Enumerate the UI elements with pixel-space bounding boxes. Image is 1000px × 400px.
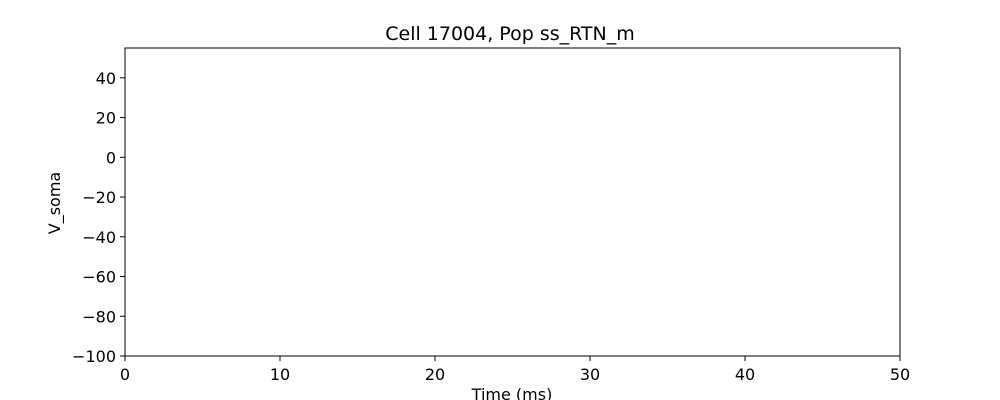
plot-area xyxy=(124,47,901,357)
chart-title: Cell 17004, Pop ss_RTN_m xyxy=(385,23,635,45)
y-tick-label: −100 xyxy=(72,347,116,366)
y-tick-label: −60 xyxy=(82,268,116,287)
x-tick-label: 10 xyxy=(270,365,290,384)
x-axis-ticks: 0 10 20 30 40 50 xyxy=(120,356,910,384)
x-tick-label: 0 xyxy=(120,365,130,384)
y-axis-ticks: −100 −80 −60 −40 −20 0 20 40 xyxy=(72,69,125,366)
y-tick-label: −80 xyxy=(82,307,116,326)
y-tick-label: 0 xyxy=(106,148,116,167)
y-axis-label: V_soma xyxy=(45,172,65,234)
y-tick-label: −20 xyxy=(82,188,116,207)
x-tick-label: 30 xyxy=(580,365,600,384)
y-tick-label: 20 xyxy=(96,109,116,128)
x-tick-label: 20 xyxy=(425,365,445,384)
x-tick-label: 50 xyxy=(890,365,910,384)
x-axis-label: Time (ms) xyxy=(471,385,553,400)
y-tick-label: −40 xyxy=(82,228,116,247)
y-tick-label: 40 xyxy=(96,69,116,88)
x-tick-label: 40 xyxy=(735,365,755,384)
